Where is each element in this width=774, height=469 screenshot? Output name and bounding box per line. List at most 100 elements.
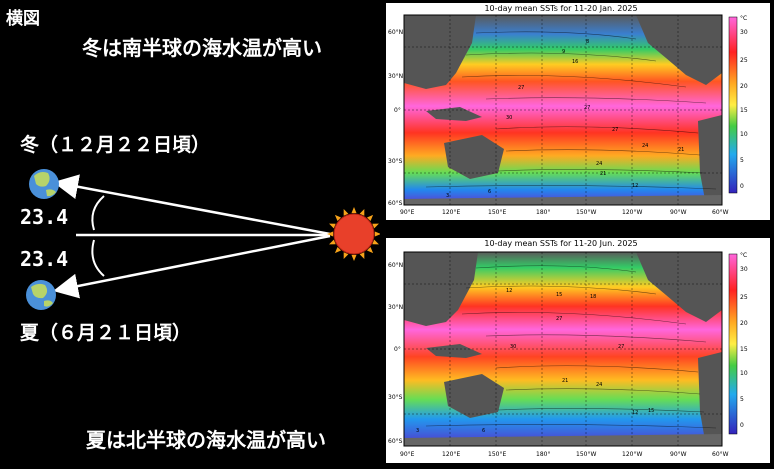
sun-ray <box>366 214 374 222</box>
summer-solstice-label: 夏（６月２１日頃） <box>20 322 192 344</box>
sun-ray <box>329 223 336 229</box>
colorbar-tick: 30 <box>740 266 748 273</box>
north-america-land <box>636 15 722 85</box>
lon-label: 60°W <box>712 209 729 216</box>
contour-lines-january <box>425 31 717 190</box>
lon-label: 90°W <box>670 209 687 216</box>
colorbar-tick: 0 <box>740 422 744 429</box>
lon-label: 120°W <box>622 451 643 458</box>
contour-label: 15 <box>556 292 563 298</box>
contour-label: 16 <box>572 59 579 65</box>
lon-label: 90°E <box>400 451 415 458</box>
sun-ray <box>327 231 334 237</box>
contour-label: 3 <box>416 428 420 434</box>
solstice-diagram <box>26 169 380 310</box>
earth-winter-icon <box>29 169 59 199</box>
lat-label: 0° <box>394 346 401 353</box>
contour-label: 24 <box>642 143 649 149</box>
sun-ray <box>329 239 336 245</box>
lon-label: 120°E <box>442 209 461 216</box>
australia-land <box>444 135 504 179</box>
sun-ray <box>351 254 357 261</box>
sun-ray <box>334 246 342 254</box>
contour-label: 3 <box>446 193 450 199</box>
sun-ray <box>359 209 365 216</box>
contour-label: 24 <box>596 161 603 167</box>
colorbar-tick: 5 <box>740 157 744 164</box>
sun-ray <box>372 223 379 229</box>
colorbar-tick: 15 <box>740 107 748 114</box>
contour-label: 8 <box>586 39 590 45</box>
contour-label: 21 <box>678 147 685 153</box>
angle-arc-top <box>91 195 105 231</box>
lat-label: 30°N <box>388 73 404 80</box>
lon-label: 90°E <box>400 209 415 216</box>
contour-label: 30 <box>506 115 513 121</box>
colorbar-unit: °C <box>740 252 748 259</box>
sst-map-june: 10-day mean SSTs for 11-20 Jun. 2025 <box>386 238 770 463</box>
contour-label: 12 <box>506 288 513 294</box>
antarctica-land <box>404 195 722 205</box>
contour-label: 27 <box>612 127 619 133</box>
lon-label: 180° <box>536 451 551 458</box>
contour-label: 27 <box>518 85 525 91</box>
tilt-angle-bottom: 23.4 <box>20 247 69 271</box>
sun-ray <box>372 239 379 245</box>
indonesia-land <box>426 344 482 358</box>
contour-label: 9 <box>562 49 566 55</box>
colorbar-june <box>728 253 738 435</box>
antarctica-land <box>404 434 722 446</box>
north-america-land <box>636 252 722 322</box>
colorbar-tick: 30 <box>740 29 748 36</box>
lat-label: 60°N <box>388 262 404 269</box>
lat-label: 60°S <box>388 200 403 207</box>
lat-label: 60°S <box>388 438 403 445</box>
lon-label: 150°W <box>576 451 597 458</box>
winter-caption: 冬は南半球の海水温が高い <box>82 36 322 60</box>
sunlight-arrow-winter <box>53 174 331 236</box>
map-grid-june <box>404 252 722 446</box>
colorbar-unit: °C <box>740 15 748 22</box>
lon-label: 150°E <box>488 209 507 216</box>
contour-label: 21 <box>562 378 569 384</box>
contour-label: 21 <box>600 171 607 177</box>
map-title-january: 10-day mean SSTs for 11-20 Jan. 2025 <box>484 4 638 13</box>
map-grid-january <box>404 15 722 205</box>
contour-label: 30 <box>510 344 517 350</box>
sunlight-arrow-summer <box>53 234 331 299</box>
lon-label: 120°W <box>622 209 643 216</box>
earth-summer-icon <box>26 280 56 310</box>
sun-ray <box>351 207 357 214</box>
angle-arc-bottom <box>91 239 105 277</box>
colorbar-tick: 10 <box>740 370 748 377</box>
lat-label: 0° <box>394 107 401 114</box>
contour-label: 27 <box>584 105 591 111</box>
lon-label: 180° <box>536 209 551 216</box>
lat-label: 30°S <box>388 158 403 165</box>
lon-label: 60°W <box>712 451 729 458</box>
contour-label: 6 <box>482 428 486 434</box>
contour-label: 24 <box>596 382 603 388</box>
contour-label: 27 <box>618 344 625 350</box>
contour-label: 6 <box>488 189 492 195</box>
sst-map-january: 10-day mean SSTs for 11-20 Jan. 2025 <box>386 3 770 220</box>
south-america-land <box>698 115 722 205</box>
lat-label: 30°S <box>388 394 403 401</box>
contour-label: 12 <box>632 183 639 189</box>
sun-ray <box>374 231 380 237</box>
lon-label: 90°W <box>670 451 687 458</box>
australia-land <box>444 374 504 418</box>
sun-ray <box>366 246 374 254</box>
sun-icon <box>327 207 380 261</box>
lon-label: 120°E <box>442 451 461 458</box>
colorbar-tick: 20 <box>740 83 748 90</box>
colorbar-january <box>728 16 738 194</box>
colorbar-tick: 25 <box>740 57 748 64</box>
contour-label: 15 <box>648 408 655 414</box>
sun-ray <box>343 252 349 259</box>
sun-ray <box>359 252 365 259</box>
winter-solstice-label: 冬（１２月２２日頃） <box>20 134 211 156</box>
colorbar-tick: 5 <box>740 396 744 403</box>
contour-label: 18 <box>590 294 597 300</box>
asia-land <box>404 252 478 326</box>
